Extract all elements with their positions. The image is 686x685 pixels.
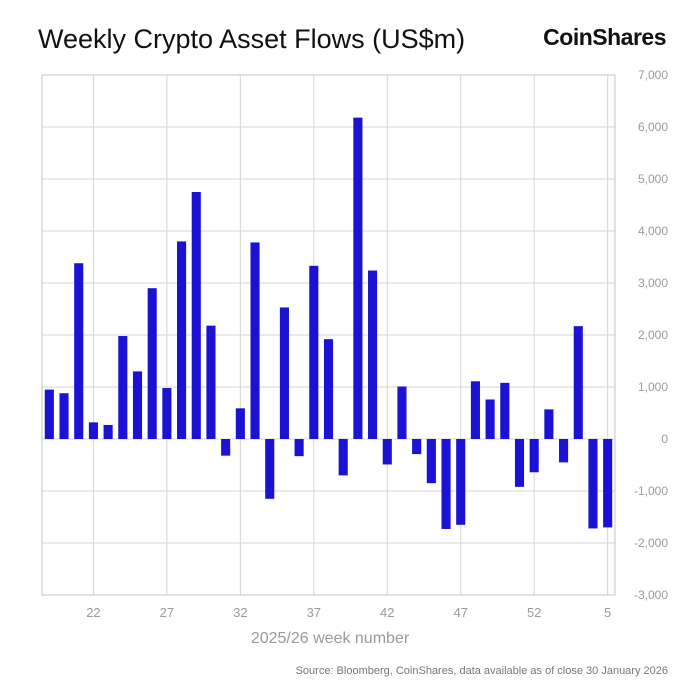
bar-week-29: [191, 192, 201, 439]
x-tick-label: 32: [233, 605, 247, 620]
bar-week-22: [88, 422, 98, 439]
y-axis: 7,000 6,000 5,000 4,000 3,000 2,000 1,000 0 -1,0…: [634, 68, 668, 602]
x-tick-label: 42: [380, 605, 394, 620]
bar-week-33: [250, 242, 260, 439]
bar-week-45: [426, 439, 436, 484]
bar-week-1: [544, 409, 554, 439]
bar-week-36: [294, 439, 304, 457]
bar-week-4: [588, 439, 598, 529]
y-tick-label: -3,000: [634, 588, 668, 602]
bar-week-32: [235, 408, 245, 439]
x-axis-title: 2025/26 week number: [251, 630, 410, 647]
coinshares-logo: CoinShares: [543, 24, 666, 50]
plot-frame: [41, 74, 616, 596]
source-note: Source: Bloomberg, CoinShares, data avai…: [295, 665, 668, 677]
x-tick-label: 47: [453, 605, 467, 620]
x-tick-label: 27: [160, 605, 174, 620]
y-tick-label: 3,000: [638, 276, 668, 290]
bar-week-30: [206, 325, 216, 439]
bar-week-3: [573, 326, 583, 439]
x-tick-label: 22: [86, 605, 100, 620]
x-tick-label: 52: [527, 605, 541, 620]
bar-series: [44, 117, 613, 529]
y-tick-label: 4,000: [638, 224, 668, 238]
bar-week-27: [162, 388, 172, 439]
bar-week-37: [309, 265, 319, 439]
bar-week-23: [103, 424, 113, 439]
bar-week-49: [485, 399, 495, 439]
y-tick-label: 5,000: [638, 172, 668, 186]
bar-week-34: [265, 439, 275, 499]
bar-week-44: [412, 439, 422, 455]
bar-week-50: [500, 382, 510, 439]
bar-week-20: [59, 393, 69, 439]
grid-lines: [41, 74, 616, 596]
bar-week-38: [323, 339, 334, 439]
bar-week-43: [397, 386, 407, 439]
bar-week-2: [559, 439, 569, 463]
x-tick-label: 5: [604, 605, 611, 620]
bar-week-28: [177, 241, 187, 439]
y-tick-label: 0: [661, 432, 668, 446]
bar-week-47: [456, 439, 466, 525]
bar-week-5: [603, 439, 613, 528]
bar-week-21: [74, 263, 84, 439]
bar-week-26: [147, 288, 157, 439]
y-tick-label: -1,000: [634, 484, 668, 498]
bar-week-40: [353, 117, 363, 439]
x-tick-label: 37: [307, 605, 321, 620]
bar-week-19: [44, 389, 54, 439]
y-tick-label: 6,000: [638, 120, 668, 134]
y-tick-label: 7,000: [638, 68, 668, 82]
x-axis: 22 27 32 37 42 47 52 5: [86, 605, 611, 620]
bar-week-42: [382, 439, 392, 465]
bar-week-31: [221, 439, 231, 456]
bar-week-25: [132, 371, 143, 439]
bar-week-51: [514, 439, 525, 487]
chart-title: Weekly Crypto Asset Flows (US$m): [38, 24, 466, 54]
y-tick-label: 1,000: [638, 380, 668, 394]
bar-week-41: [368, 270, 378, 439]
bar-week-24: [118, 336, 128, 439]
y-tick-label: -2,000: [634, 536, 668, 550]
bar-week-48: [470, 381, 480, 439]
bar-week-52: [529, 439, 539, 473]
bar-week-39: [338, 439, 348, 476]
y-tick-label: 2,000: [638, 328, 668, 342]
bar-week-46: [441, 439, 451, 529]
bar-week-35: [279, 307, 289, 439]
